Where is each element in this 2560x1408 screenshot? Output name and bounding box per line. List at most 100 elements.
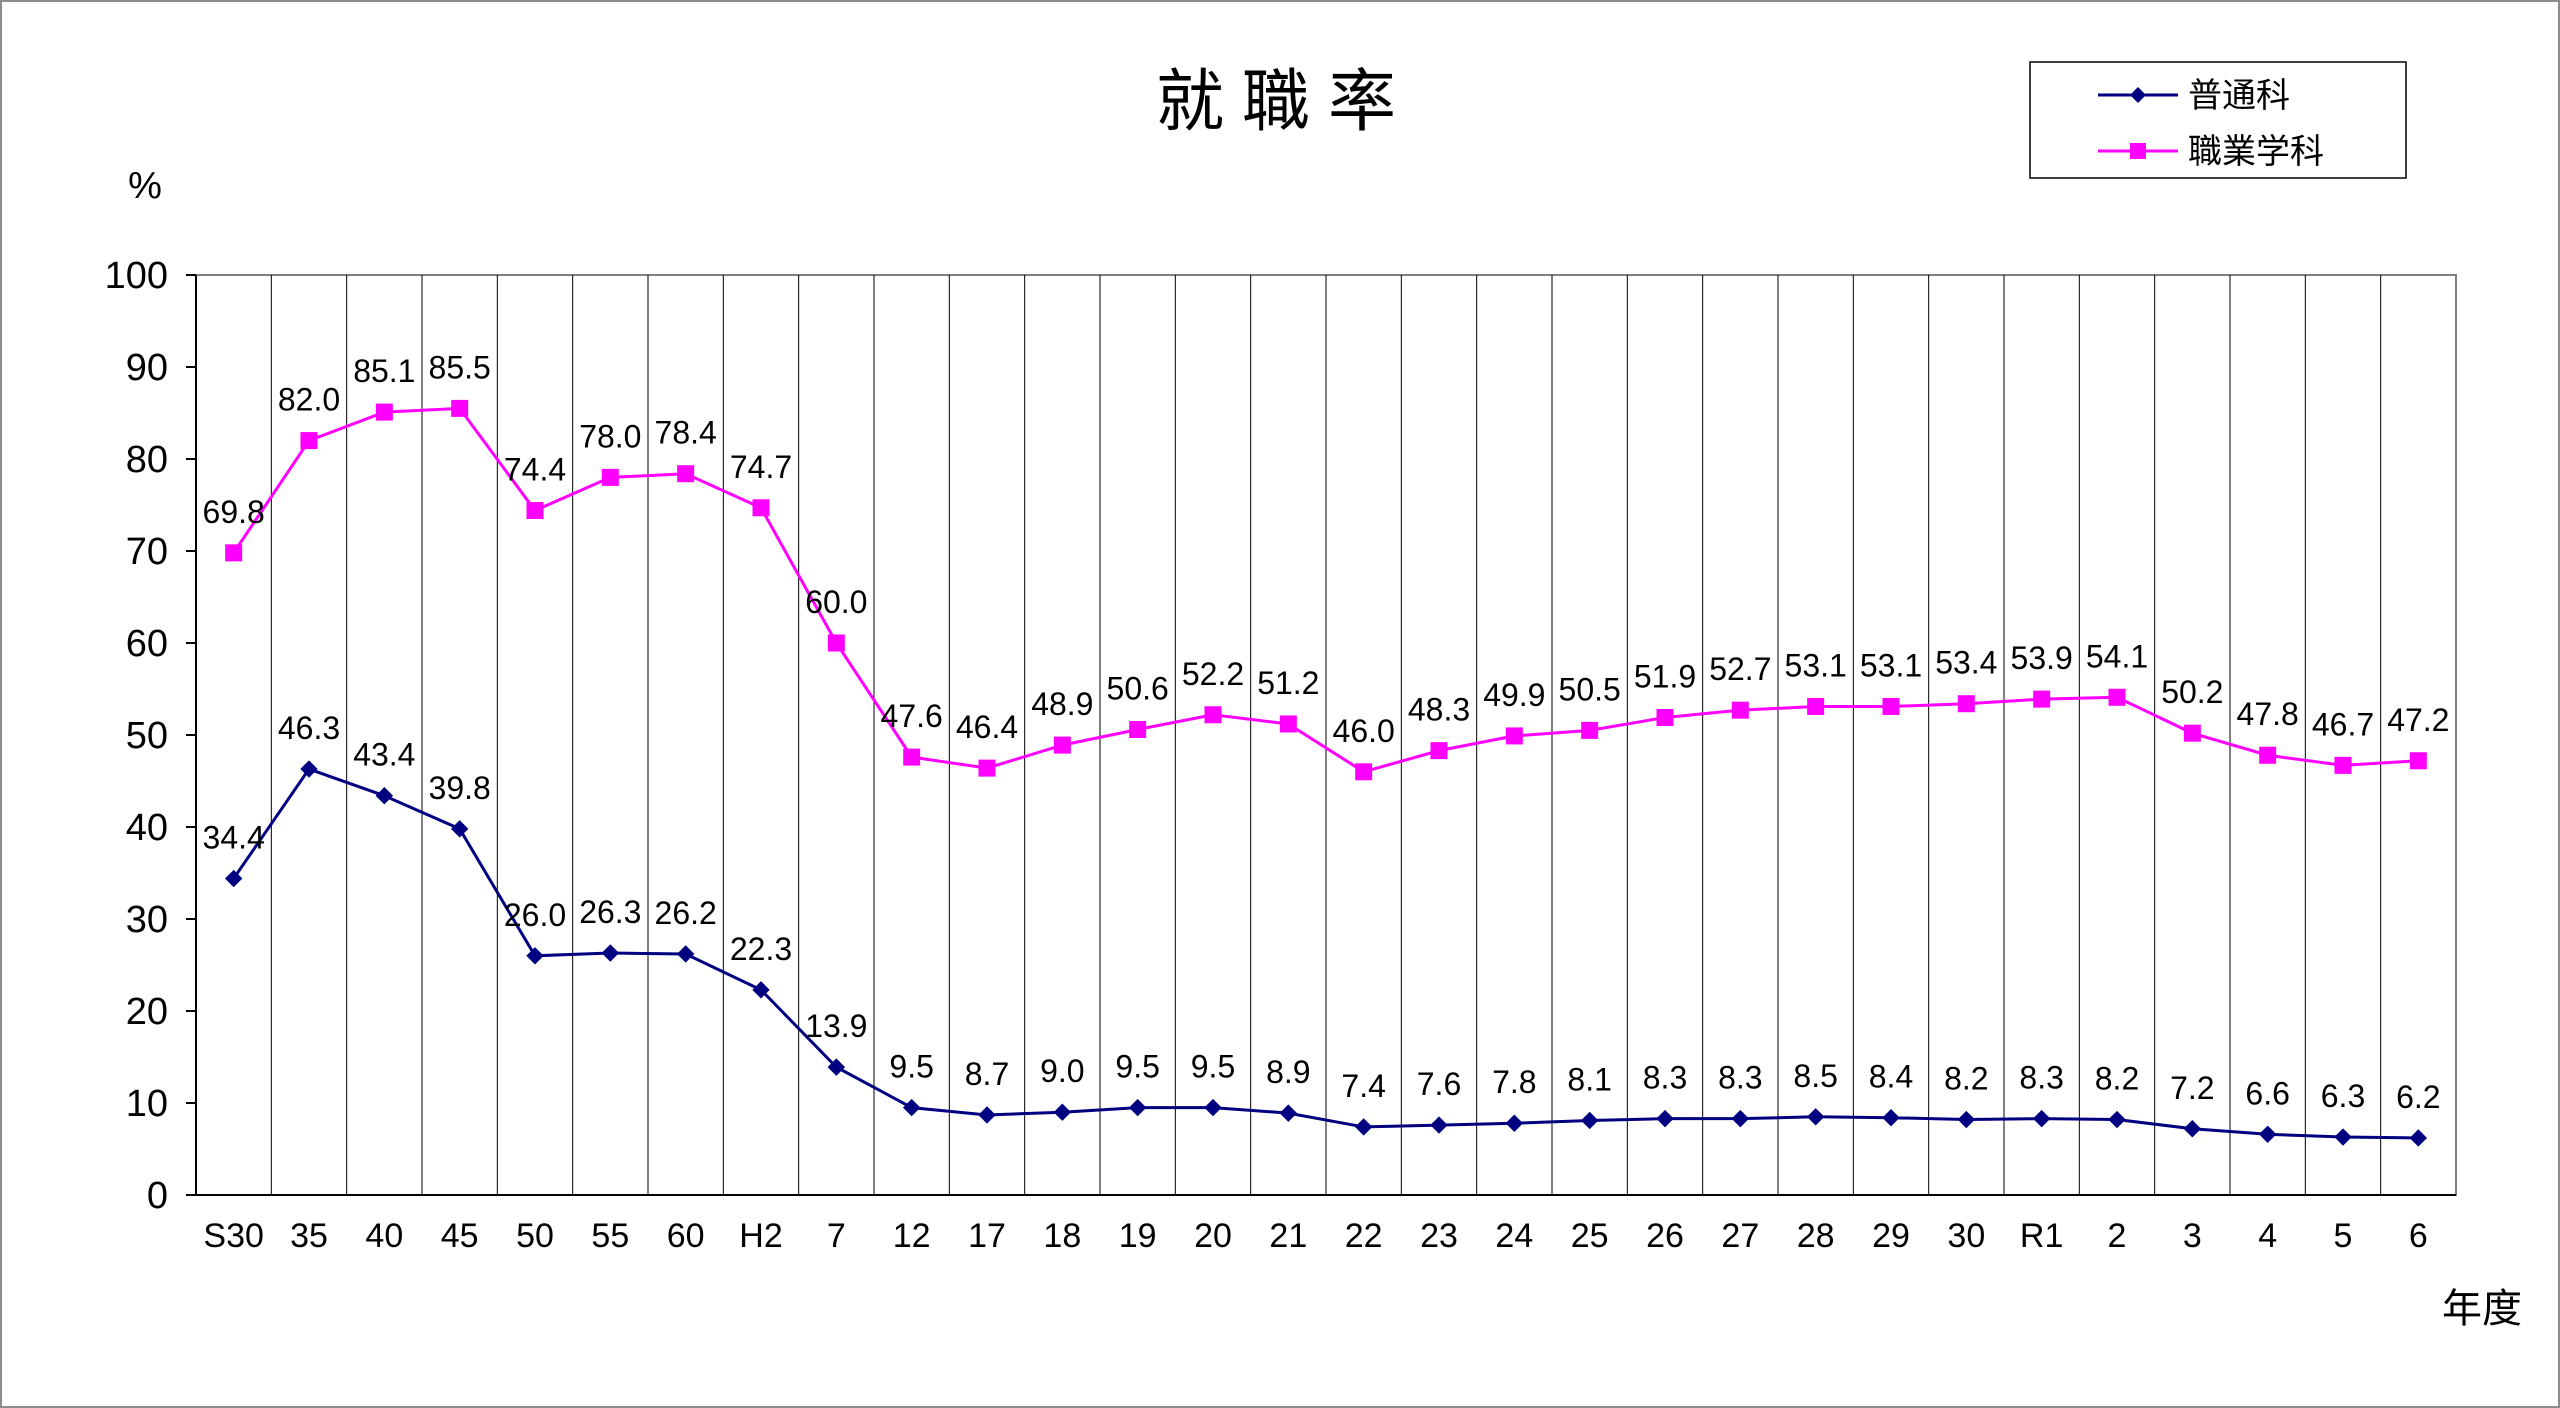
data-label: 8.3 (1718, 1060, 1762, 1096)
data-label: 13.9 (805, 1008, 867, 1044)
data-point (450, 820, 469, 838)
y-tick-label: 20 (126, 991, 168, 1033)
data-label: 47.2 (2387, 702, 2449, 738)
data-label: 8.9 (1266, 1054, 1310, 1090)
data-point (601, 944, 620, 962)
x-tick-label: 6 (2409, 1217, 2428, 1255)
data-label: 9.0 (1040, 1053, 1084, 1089)
data-point (1053, 736, 1071, 754)
x-tick-label: 45 (441, 1217, 479, 1255)
y-tick-label: 40 (126, 807, 168, 849)
data-label: 7.6 (1417, 1066, 1461, 1102)
x-tick-label: 27 (1721, 1217, 1759, 1255)
data-label: 50.2 (2161, 674, 2223, 710)
data-point (1731, 1109, 1750, 1128)
data-point (2409, 1129, 2428, 1147)
data-point (1656, 1109, 1674, 1128)
data-label: 8.1 (1567, 1061, 1611, 1097)
x-tick-label: 60 (667, 1217, 705, 1255)
x-tick-label: 29 (1872, 1217, 1910, 1255)
data-point (526, 947, 544, 965)
data-label: 53.9 (2011, 640, 2073, 676)
chart-title: 就職率 (1156, 63, 1414, 142)
data-point (1882, 1109, 1900, 1127)
x-tick-label: 25 (1571, 1217, 1609, 1255)
data-point (1430, 742, 1448, 760)
data-point (2032, 1109, 2051, 1128)
x-tick-label: R1 (2020, 1217, 2063, 1255)
x-tick-label: 19 (1119, 1217, 1157, 1255)
data-point (1355, 763, 1373, 781)
data-point (451, 399, 469, 417)
y-tick-label: 0 (147, 1175, 168, 1217)
data-point (2108, 688, 2126, 706)
x-tick-label: 26 (1646, 1217, 1684, 1255)
x-tick-label: 20 (1194, 1217, 1232, 1255)
data-point (902, 1098, 921, 1117)
x-tick-label: 35 (290, 1217, 328, 1255)
data-point (224, 869, 243, 888)
legend-box (2029, 61, 2407, 179)
data-label: 6.3 (2321, 1078, 2365, 1114)
data-label: 26.2 (655, 895, 717, 931)
data-point (526, 502, 544, 520)
data-label: 8.2 (1944, 1061, 1988, 1097)
data-point (903, 748, 921, 766)
data-point (1279, 1104, 1298, 1122)
x-tick-label: 7 (827, 1217, 846, 1255)
data-label: 7.2 (2170, 1070, 2214, 1106)
data-label: 48.3 (1408, 692, 1470, 728)
legend-item: 普通科 (2098, 76, 2290, 116)
x-tick-label: H2 (739, 1217, 782, 1255)
data-point (375, 787, 394, 805)
legend-label: 普通科 (2188, 76, 2290, 116)
x-tick-label: 40 (365, 1217, 403, 1255)
x-tick-label: 50 (516, 1217, 554, 1255)
data-point (1354, 1118, 1373, 1136)
data-label: 26.0 (504, 897, 566, 933)
legend-label: 職業学科 (2188, 132, 2324, 172)
data-label: 26.3 (579, 894, 641, 930)
x-tick-label: 21 (1269, 1217, 1307, 1255)
data-label: 43.4 (353, 737, 415, 773)
data-point (2183, 1120, 2202, 1138)
data-point (300, 432, 318, 450)
data-label: 54.1 (2086, 638, 2148, 674)
data-point (752, 981, 770, 999)
data-point (1731, 701, 1749, 719)
data-label: 51.2 (1257, 665, 1319, 701)
data-label: 46.3 (278, 710, 340, 746)
data-point (2033, 690, 2051, 708)
x-tick-label: 22 (1345, 1217, 1383, 1255)
y-tick-label: 60 (126, 623, 168, 665)
x-axis: S30 35 40 45 50 55 60 H2 7 12 17 18 19 20 21 22 23 24 25 26… (196, 1194, 2456, 1255)
x-tick-label: 30 (1947, 1217, 1985, 1255)
data-label: 8.4 (1869, 1059, 1913, 1095)
data-label: 8.5 (1793, 1058, 1837, 1094)
data-point (2334, 1128, 2352, 1146)
x-tick-label: 17 (968, 1217, 1006, 1255)
data-point (827, 1058, 846, 1076)
data-label: 39.8 (429, 770, 491, 806)
data-point (676, 945, 695, 963)
data-label: 53.1 (1860, 647, 1922, 683)
x-tick-label: 2 (2108, 1217, 2127, 1255)
data-label: 6.6 (2245, 1075, 2289, 1111)
data-point (2108, 1110, 2126, 1129)
data-label: 9.5 (889, 1049, 933, 1085)
x-tick-label: 5 (2334, 1217, 2353, 1255)
data-point (677, 465, 695, 483)
x-tick-label: 23 (1420, 1217, 1458, 1255)
data-point (1129, 720, 1147, 738)
data-labels: 34.4 46.3 43.4 39.8 26.0 26.3 26.2 22.3 13.9 9.5 8… (203, 349, 2450, 1115)
data-point (225, 544, 243, 562)
data-label: 6.2 (2396, 1079, 2440, 1115)
data-label: 85.5 (429, 349, 491, 385)
x-tick-label: 18 (1043, 1217, 1081, 1255)
y-tick-label: 10 (126, 1083, 168, 1125)
data-label: 46.7 (2312, 706, 2374, 742)
series-line (232, 767, 2419, 1140)
